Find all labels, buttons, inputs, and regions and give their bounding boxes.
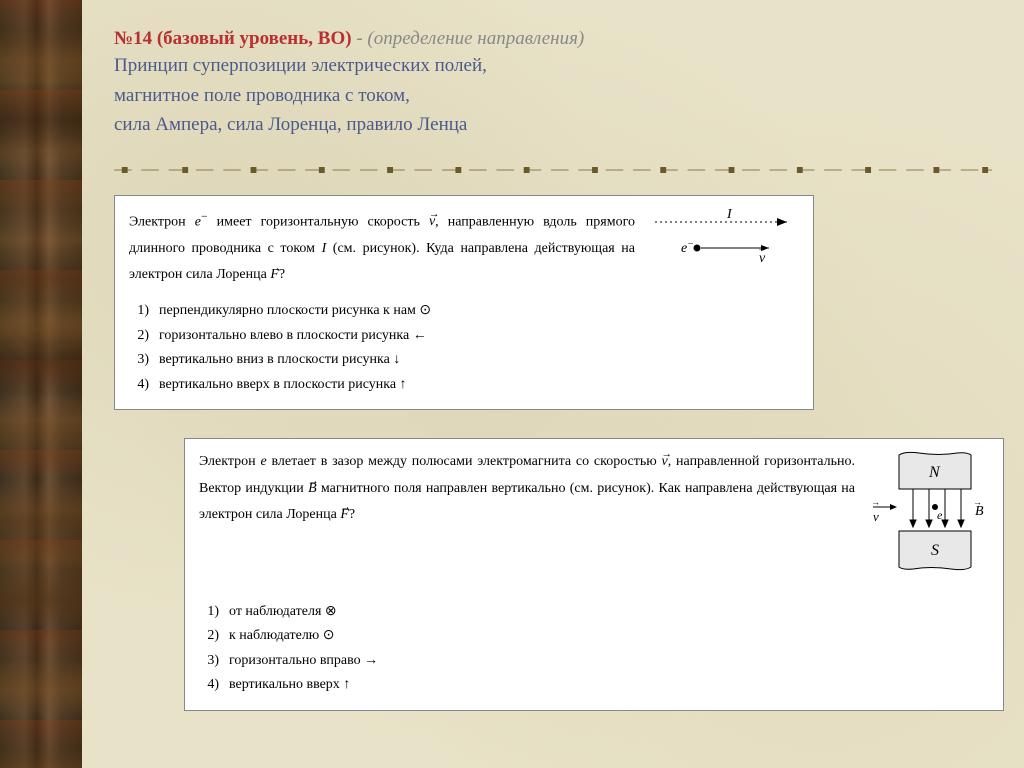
option: 2)горизонтально влево в плоскости рисунк… — [129, 324, 799, 349]
header-block: №14 (базовый уровень, ВО) - (определение… — [114, 28, 992, 139]
svg-text:→: → — [757, 243, 767, 254]
problem-card-1: Электрон e− имеет горизонтальную скорост… — [114, 195, 814, 410]
task-number: №14 (базовый уровень, ВО) — [114, 28, 352, 49]
problem-1-text: Электрон e− имеет горизонтальную скорост… — [129, 206, 635, 289]
svg-text:v: v — [873, 509, 879, 524]
option: 2)к наблюдателю ⊙ — [199, 624, 989, 649]
option: 4)вертикально вверх ↑ — [199, 673, 989, 698]
svg-text:e−: e− — [681, 239, 694, 256]
content-area: №14 (базовый уровень, ВО) - (определение… — [82, 0, 1024, 768]
topic-hint: (определение направления) — [367, 28, 584, 49]
option: 1)от наблюдателя ⊗ — [199, 600, 989, 625]
problem-card-2: Электрон e влетает в зазор между полюсам… — [184, 438, 1004, 711]
svg-text:→: → — [871, 497, 880, 507]
topic-line-3: сила Ампера, сила Лоренца, правило Ленца — [114, 111, 992, 139]
svg-text:e: e — [937, 508, 943, 522]
svg-text:N: N — [928, 464, 941, 481]
svg-text:S: S — [931, 542, 939, 559]
option: 3)горизонтально вправо → — [199, 649, 989, 674]
problem-2-options: 1)от наблюдателя ⊗ 2)к наблюдателю ⊙ 3)г… — [199, 600, 989, 698]
dash: - — [352, 28, 368, 49]
svg-text:→: → — [973, 497, 982, 507]
decorative-sidebar — [0, 0, 82, 768]
topic-line-2: магнитное поле проводника с током, — [114, 82, 992, 110]
problem-2-text: Электрон e влетает в зазор между полюсам… — [199, 449, 855, 529]
decorative-divider — [114, 161, 992, 169]
topic-line-1: Принцип суперпозиции электрических полей… — [114, 52, 992, 80]
option: 1)перпендикулярно плоскости рисунка к на… — [129, 299, 799, 324]
svg-text:I: I — [726, 207, 733, 222]
option: 4)вертикально вверх в плоскости рисунка … — [129, 373, 799, 398]
problem-2-figure: N S v → e — [869, 449, 989, 590]
option: 3)вертикально вниз в плоскости рисунка ↓ — [129, 348, 799, 373]
problem-1-options: 1)перпендикулярно плоскости рисунка к на… — [129, 299, 799, 397]
problem-1-figure: I e− v → — [649, 206, 799, 277]
